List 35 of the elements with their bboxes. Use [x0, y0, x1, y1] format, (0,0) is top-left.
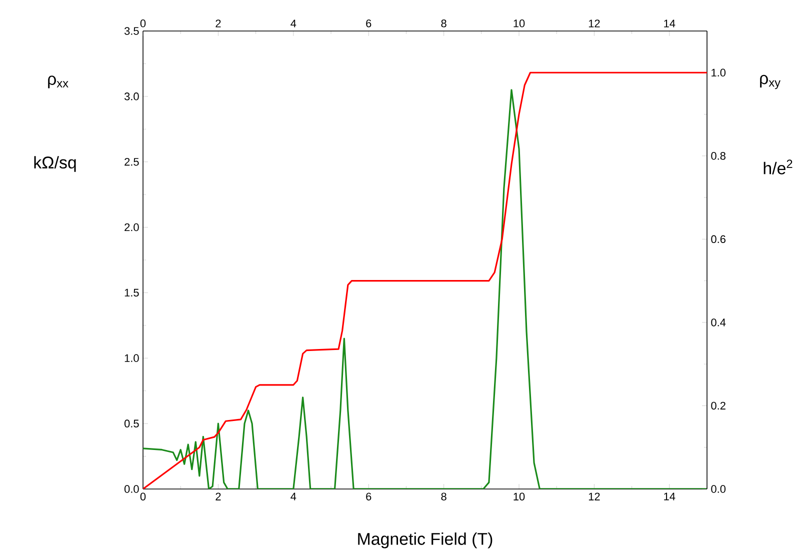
x-tick-label: 10 [514, 20, 525, 28]
x-tick-label: 0 [140, 20, 146, 28]
y-tick-label: 0.0 [124, 485, 139, 493]
y2-tick-label: 0.0 [711, 485, 726, 493]
x-tick-label: 2 [216, 20, 221, 28]
y-tick-label: 0.5 [124, 420, 139, 428]
x2-tick-label: 4 [290, 492, 296, 500]
x-tick-label: 12 [588, 20, 600, 28]
y2-tick-label: 0.2 [711, 402, 726, 410]
x2-tick-label: 2 [216, 492, 221, 500]
text: h/e$^{2}$ [764, 160, 792, 174]
y2-tick-label: 0.4 [711, 318, 726, 326]
y-tick-label: 3.5 [124, 27, 139, 35]
y-tick-label: 2.5 [124, 158, 139, 166]
y-axis-title: ρ$_{xx}$ [48, 76, 68, 88]
y2-tick-label: 0.8 [711, 152, 726, 160]
text: kΩ/sq [34, 156, 76, 172]
x2-tick-label: 8 [441, 492, 446, 500]
y-tick-label: 2.0 [124, 223, 139, 232]
x2-tick-label: 14 [664, 492, 676, 500]
x-tick-label: 6 [366, 20, 372, 28]
x-tick-label: 4 [290, 20, 296, 28]
y-tick-label: 1.5 [124, 288, 139, 297]
x2-tick-label: 0 [140, 492, 146, 500]
y2-tick-label: 1.0 [712, 68, 726, 76]
y2-axis-title: ρ$_{xy}$ [760, 74, 780, 90]
x-tick-label: 14 [664, 20, 676, 28]
x2-tick-label: 6 [366, 492, 372, 500]
x2-tick-label: 10 [514, 492, 525, 500]
y2-tick-label: 0.6 [711, 235, 726, 244]
x2-tick-label: 12 [588, 492, 600, 500]
y-tick-label: 1.0 [124, 354, 139, 362]
x-axis-title: Magnetic Field (T) [358, 532, 492, 548]
x-tick-label: 8 [441, 20, 446, 28]
y-tick-label: 3.0 [124, 92, 139, 100]
